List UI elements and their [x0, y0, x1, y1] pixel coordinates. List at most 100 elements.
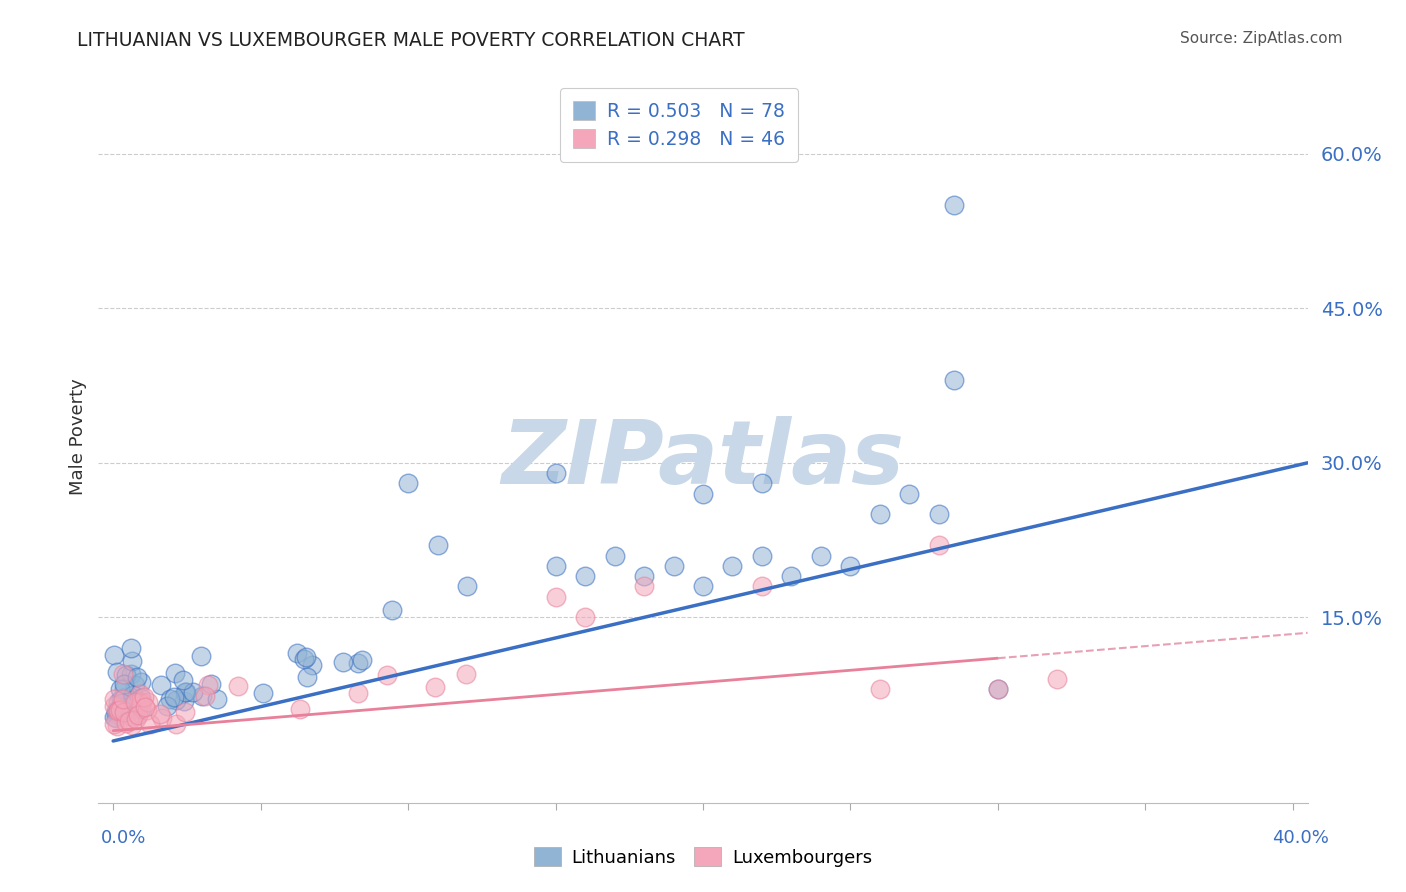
Point	[751, 476, 773, 491]
Point	[226, 679, 249, 693]
Point	[136, 695, 159, 709]
Point	[190, 648, 212, 663]
Point	[662, 558, 685, 573]
Point	[112, 666, 135, 681]
Point	[942, 373, 965, 387]
Point	[112, 691, 135, 706]
Point	[131, 695, 153, 709]
Point	[156, 698, 179, 713]
Point	[120, 667, 142, 681]
Point	[111, 696, 134, 710]
Point	[118, 714, 141, 728]
Point	[122, 688, 145, 702]
Point	[127, 708, 149, 723]
Point	[292, 651, 315, 665]
Point	[898, 487, 921, 501]
Point	[129, 698, 152, 712]
Point	[105, 711, 128, 725]
Point	[987, 682, 1010, 697]
Point	[174, 685, 197, 699]
Point	[172, 673, 194, 687]
Legend: R = 0.503   N = 78, R = 0.298   N = 46: R = 0.503 N = 78, R = 0.298 N = 46	[560, 88, 797, 161]
Point	[295, 650, 318, 665]
Point	[426, 538, 449, 552]
Point	[108, 682, 131, 697]
Point	[135, 703, 157, 717]
Text: LITHUANIAN VS LUXEMBOURGER MALE POVERTY CORRELATION CHART: LITHUANIAN VS LUXEMBOURGER MALE POVERTY …	[77, 31, 745, 50]
Point	[150, 711, 173, 725]
Point	[396, 476, 419, 491]
Point	[347, 656, 370, 670]
Point	[544, 558, 567, 573]
Point	[928, 538, 950, 552]
Point	[121, 717, 143, 731]
Point	[942, 198, 965, 212]
Point	[129, 691, 152, 706]
Text: Source: ZipAtlas.com: Source: ZipAtlas.com	[1180, 31, 1343, 46]
Y-axis label: Male Poverty: Male Poverty	[69, 379, 87, 495]
Point	[692, 487, 714, 501]
Point	[108, 703, 131, 717]
Point	[252, 685, 274, 699]
Point	[104, 707, 127, 722]
Point	[107, 695, 129, 709]
Point	[633, 579, 655, 593]
Point	[112, 705, 135, 719]
Point	[107, 703, 129, 717]
Point	[165, 693, 187, 707]
Point	[423, 680, 446, 694]
Point	[149, 706, 172, 721]
Point	[301, 658, 323, 673]
Point	[375, 668, 398, 682]
Point	[114, 677, 136, 691]
Point	[544, 466, 567, 480]
Point	[103, 692, 125, 706]
Point	[780, 569, 803, 583]
Point	[103, 699, 125, 714]
Point	[692, 579, 714, 593]
Point	[544, 590, 567, 604]
Point	[928, 508, 950, 522]
Point	[125, 712, 148, 726]
Text: ZIPatlas: ZIPatlas	[502, 416, 904, 502]
Point	[112, 682, 135, 697]
Point	[174, 705, 197, 719]
Point	[128, 687, 150, 701]
Point	[163, 665, 186, 680]
Point	[197, 678, 219, 692]
Point	[159, 691, 181, 706]
Point	[603, 549, 626, 563]
Point	[165, 717, 187, 731]
Point	[163, 690, 186, 704]
Point	[117, 700, 139, 714]
Point	[869, 682, 891, 697]
Point	[124, 678, 146, 692]
Point	[174, 684, 197, 698]
Point	[193, 690, 215, 704]
Point	[205, 692, 228, 706]
Point	[127, 708, 149, 723]
Point	[456, 579, 478, 593]
Point	[352, 652, 374, 666]
Text: 0.0%: 0.0%	[101, 829, 146, 847]
Point	[103, 648, 125, 662]
Point	[103, 709, 125, 723]
Point	[103, 717, 125, 731]
Point	[721, 558, 744, 573]
Point	[295, 670, 318, 684]
Point	[105, 704, 128, 718]
Point	[633, 569, 655, 583]
Point	[120, 640, 142, 655]
Point	[108, 708, 131, 723]
Point	[456, 667, 478, 681]
Point	[285, 646, 308, 660]
Point	[127, 706, 149, 721]
Point	[107, 704, 129, 718]
Point	[115, 668, 138, 682]
Point	[134, 700, 156, 714]
Point	[751, 549, 773, 563]
Point	[129, 702, 152, 716]
Point	[191, 689, 214, 703]
Point	[121, 654, 143, 668]
Point	[114, 715, 136, 730]
